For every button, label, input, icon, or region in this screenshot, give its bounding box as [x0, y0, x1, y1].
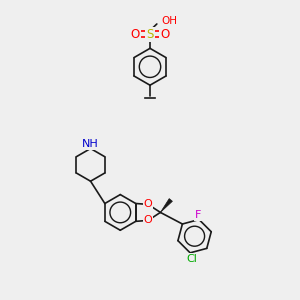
Text: OH: OH	[161, 16, 177, 26]
Text: F: F	[195, 210, 202, 220]
Text: O: O	[144, 200, 152, 209]
Text: O: O	[144, 215, 152, 225]
Text: S: S	[146, 28, 154, 40]
Text: NH: NH	[82, 139, 99, 149]
Text: O: O	[160, 28, 170, 40]
Polygon shape	[160, 199, 172, 212]
Text: Cl: Cl	[186, 254, 197, 264]
Text: O: O	[130, 28, 140, 40]
